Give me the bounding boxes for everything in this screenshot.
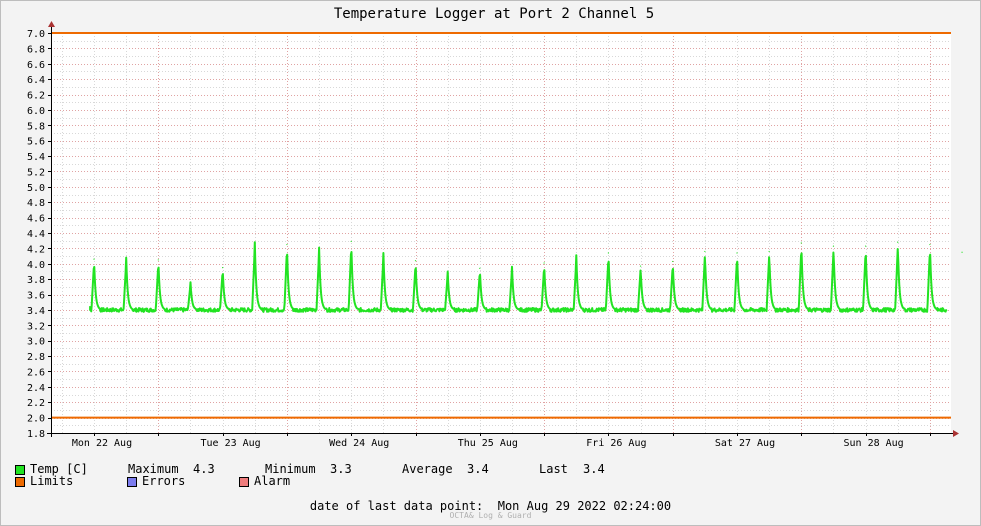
limits-legend-label: Limits — [30, 474, 74, 488]
errors-swatch — [127, 477, 137, 487]
temp-peak-point — [382, 252, 384, 254]
alarm-swatch — [239, 477, 249, 487]
temp-peak-point — [736, 252, 738, 254]
average-value: 3.4 — [467, 462, 489, 476]
temp-swatch — [15, 465, 25, 475]
temp-peak-point — [768, 250, 770, 253]
y-axis-arrow — [48, 21, 55, 27]
y-tick-label: 7.0 — [27, 29, 45, 40]
temp-peak-point — [865, 245, 867, 247]
temp-peak-point — [157, 259, 159, 261]
y-tick-label: 2.6 — [27, 367, 45, 378]
temp-peak-point — [897, 241, 899, 243]
y-tick-label: 6.6 — [27, 60, 45, 71]
y-tick-label: 3.8 — [27, 275, 45, 286]
temp-peak-point — [93, 258, 95, 260]
x-axis-arrow — [953, 430, 959, 437]
temp-peak-point — [800, 242, 802, 244]
y-tick-label: 5.2 — [27, 167, 45, 178]
y-tick-label: 3.6 — [27, 291, 45, 302]
temp-peak-point — [414, 260, 417, 262]
x-tick-label: Wed 24 Aug — [329, 438, 389, 449]
temp-peak-point — [125, 257, 127, 259]
y-tick-label: 6.8 — [27, 44, 45, 55]
y-tick-label: 6.0 — [27, 106, 45, 117]
y-tick-label: 6.2 — [27, 91, 45, 102]
y-tick-label: 4.2 — [27, 244, 45, 255]
x-tick-label: Sun 28 Aug — [843, 438, 903, 449]
temp-peak-point — [254, 241, 256, 243]
temp-peak-point — [447, 270, 449, 273]
y-tick-label: 2.0 — [27, 414, 45, 425]
limits-swatch — [15, 477, 25, 487]
temperature-chart: Temperature Logger at Port 2 Channel 5 1… — [27, 6, 963, 449]
maximum-label: Maximum — [128, 462, 179, 476]
y-tick-label: 5.0 — [27, 183, 45, 194]
x-tick-label: Mon 22 Aug — [72, 438, 132, 449]
temp-peak-point — [929, 243, 931, 246]
temp-peak-point — [607, 252, 610, 254]
x-tick-label: Sat 27 Aug — [715, 438, 775, 449]
temp-peak-point — [222, 267, 224, 269]
y-axis-tick-labels: 1.8 2.0 2.2 2.4 2.6 2.8 3.0 3.2 3.4 3.6 3.8 4.0 4.2 4… — [27, 29, 51, 440]
y-tick-label: 5.4 — [27, 152, 45, 163]
temp-peak-point — [479, 267, 481, 269]
y-tick-label: 2.4 — [27, 383, 45, 394]
last-data-point: date of last data point: Mon Aug 29 2022… — [0, 499, 981, 513]
watermark: OCTA& Log & Guard — [449, 511, 532, 520]
x-tick-label: Thu 25 Aug — [458, 438, 518, 449]
temp-peak-point — [639, 265, 642, 267]
temp-series — [89, 240, 963, 313]
temp-peak-point — [511, 266, 513, 268]
limit-lines — [51, 32, 951, 419]
y-tick-label: 2.8 — [27, 352, 45, 363]
y-tick-label: 6.4 — [27, 75, 45, 86]
temp-line — [89, 241, 948, 313]
temp-peak-point — [672, 260, 674, 263]
y-tick-label: 5.8 — [27, 121, 45, 132]
temp-peak-point — [189, 281, 192, 283]
y-tick-label: 4.4 — [27, 229, 45, 240]
y-tick-label: 3.2 — [27, 321, 45, 332]
errors-legend-label: Errors — [142, 474, 186, 488]
alarm-legend-label: Alarm — [254, 474, 291, 488]
chart-title: Temperature Logger at Port 2 Channel 5 — [334, 6, 654, 22]
axes — [47, 21, 959, 437]
y-tick-label: 4.8 — [27, 198, 45, 209]
y-tick-label: 1.8 — [27, 429, 45, 440]
y-tick-label: 3.4 — [27, 306, 45, 317]
x-tick-label: Tue 23 Aug — [200, 438, 260, 449]
temp-peak-point — [286, 243, 288, 246]
maximum-value: 4.3 — [193, 462, 215, 476]
last-point-label: date of last data point: — [309, 499, 484, 513]
last-value: 3.4 — [583, 462, 605, 476]
temp-peak-point — [575, 254, 577, 256]
temp-peak-point — [704, 250, 706, 253]
average-label: Average — [402, 462, 453, 476]
x-tick-label: Fri 26 Aug — [586, 438, 646, 449]
temp-peak-point — [961, 251, 963, 253]
temp-legend-label: Temp [C] — [30, 462, 88, 476]
y-tick-label: 4.0 — [27, 260, 45, 271]
last-point-value: Mon Aug 29 2022 02:24:00 — [497, 499, 672, 513]
y-tick-label: 2.2 — [27, 398, 45, 409]
minimum-value: 3.3 — [330, 462, 352, 476]
temp-peak-point — [832, 245, 835, 247]
temp-peak-point — [543, 262, 545, 264]
minimum-label: Minimum — [265, 462, 316, 476]
temp-peak-point — [350, 240, 352, 243]
y-tick-label: 5.6 — [27, 137, 45, 148]
last-label: Last — [539, 462, 568, 476]
y-tick-label: 3.0 — [27, 337, 45, 348]
y-tick-label: 4.6 — [27, 214, 45, 225]
x-axis-tick-labels: Mon 22 Aug Tue 23 Aug Wed 24 Aug Thu 25 Aug… — [72, 433, 931, 449]
temp-peak-point — [318, 247, 320, 249]
